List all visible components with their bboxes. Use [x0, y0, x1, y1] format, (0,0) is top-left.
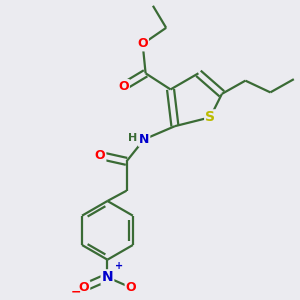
Text: S: S — [205, 110, 215, 124]
Text: +: + — [115, 261, 123, 271]
Text: O: O — [79, 281, 89, 294]
Text: O: O — [95, 149, 105, 162]
Text: N: N — [139, 133, 149, 146]
Text: O: O — [137, 38, 148, 50]
Text: N: N — [102, 270, 113, 284]
Text: H: H — [128, 133, 138, 143]
Text: O: O — [118, 80, 129, 93]
Text: −: − — [71, 286, 81, 299]
Text: O: O — [126, 281, 136, 294]
